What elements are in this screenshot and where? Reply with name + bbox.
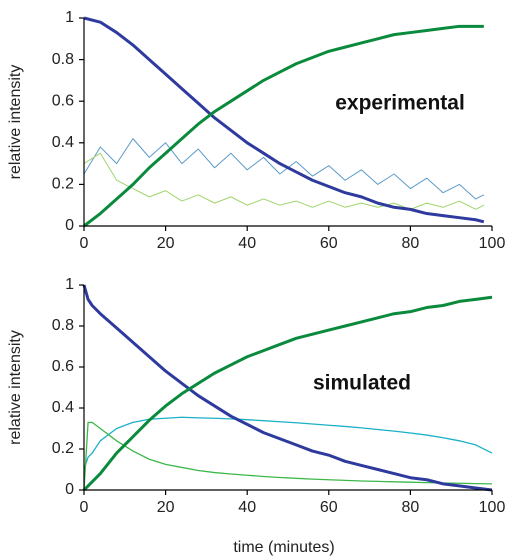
y-tick-label: 1 (65, 9, 74, 26)
x-tick-label: 80 (402, 235, 420, 252)
y-axis-label: relative intensity (7, 65, 24, 180)
y-tick-label: 0.8 (52, 317, 74, 334)
y-tick-label: 0.2 (52, 440, 74, 457)
x-tick-label: 20 (157, 499, 175, 516)
x-axis-label: time (minutes) (233, 539, 334, 556)
y-tick-label: 0.4 (52, 399, 74, 416)
annotation: experimental (335, 92, 465, 115)
data-line (82, 284, 493, 492)
x-tick-label: 40 (238, 499, 256, 516)
x-tick-label: 80 (402, 499, 420, 516)
data-line (83, 16, 485, 224)
data-line (83, 152, 485, 210)
y-tick-label: 1 (65, 276, 74, 293)
x-tick-label: 40 (238, 235, 256, 252)
data-line (82, 295, 493, 492)
x-tick-label: 0 (80, 499, 89, 516)
y-tick-label: 0.4 (52, 134, 74, 151)
x-tick-label: 60 (320, 499, 338, 516)
y-tick-label: 0.2 (52, 176, 74, 193)
y-axis-label: relative intensity (7, 330, 24, 445)
x-tick-label: 100 (479, 499, 506, 516)
x-tick-label: 60 (320, 235, 338, 252)
data-line (83, 138, 485, 200)
x-tick-label: 20 (157, 235, 175, 252)
data-line (83, 24, 484, 228)
x-tick-label: 100 (479, 235, 506, 252)
x-tick-label: 0 (80, 235, 89, 252)
annotation: simulated (313, 372, 411, 395)
y-tick-label: 0.8 (52, 51, 74, 68)
data-line (83, 416, 493, 470)
y-tick-label: 0.6 (52, 92, 74, 109)
y-tick-label: 0 (65, 217, 74, 234)
y-tick-label: 0 (65, 481, 74, 498)
y-tick-label: 0.6 (52, 358, 74, 375)
